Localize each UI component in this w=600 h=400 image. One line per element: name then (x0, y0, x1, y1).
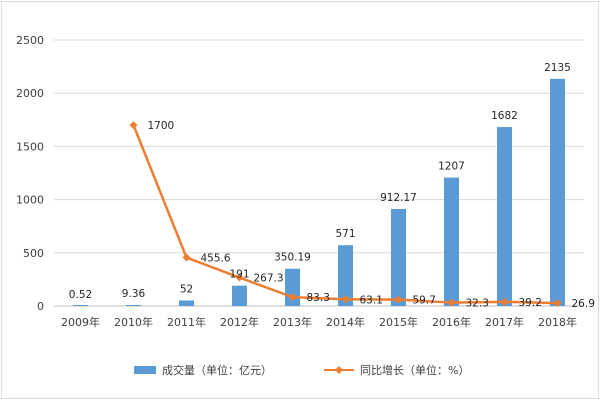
x-axis-ticks: 2009年 2010年 2011年 2012年 2013年 2014年 2015年 2016年… (61, 315, 577, 329)
line-point (235, 273, 244, 282)
legend-bar-label: 成交量（单位：亿元） (162, 363, 272, 377)
line-point (553, 299, 562, 308)
x-tick-label: 2014年 (326, 315, 365, 329)
x-tick-label: 2009年 (61, 315, 100, 329)
x-tick-label: 2016年 (432, 315, 471, 329)
bar-value-label: 9.36 (122, 288, 146, 300)
line-point (129, 121, 138, 130)
line-value-label: 32.3 (466, 298, 489, 310)
legend-line-label: 同比增长（单位：%） (360, 363, 469, 377)
x-tick-label: 2017年 (485, 315, 524, 329)
bar-value-label: 1682 (491, 110, 518, 122)
x-tick-label: 2011年 (167, 315, 206, 329)
x-tick-label: 2010年 (114, 315, 153, 329)
bar-value-label: 2135 (544, 62, 571, 74)
x-tick-label: 2015年 (379, 315, 418, 329)
line-value-label: 83.3 (307, 292, 330, 304)
line-point (447, 298, 456, 307)
bar-value-label: 912.17 (380, 192, 417, 204)
line-value-label: 26.9 (572, 298, 595, 310)
bar-value-label: 1207 (438, 161, 465, 173)
bar-value-label: 52 (180, 283, 193, 295)
bar (550, 78, 565, 306)
line-point (288, 293, 297, 302)
y-tick-label: 2000 (16, 87, 44, 100)
bar (73, 305, 88, 306)
bar (126, 305, 141, 306)
line-value-label: 63.1 (360, 294, 383, 306)
legend: 成交量（单位：亿元） 同比增长（单位：%） (134, 363, 469, 377)
bar-value-label: 350.19 (274, 252, 311, 264)
line-value-label: 267.3 (254, 273, 284, 285)
bar (232, 285, 247, 306)
line-point (500, 297, 509, 306)
bar (444, 177, 459, 306)
bar (391, 208, 406, 306)
x-tick-label: 2013年 (273, 315, 312, 329)
y-tick-label: 0 (37, 300, 44, 313)
y-tick-label: 1500 (16, 140, 44, 153)
line-value-label: 59.7 (413, 295, 436, 307)
line-value-label: 1700 (148, 120, 175, 132)
x-tick-label: 2012年 (220, 315, 259, 329)
data-labels: 0.52 9.36 52 191 350.19 571 912.17 1207 1682 2135… (69, 62, 595, 310)
y-tick-label: 500 (23, 247, 44, 260)
y-axis-ticks: 0 500 1000 1500 2000 2500 (16, 34, 44, 313)
bar-value-label: 0.52 (69, 289, 92, 301)
x-tick-label: 2018年 (538, 315, 577, 329)
line-value-label: 39.2 (519, 297, 542, 309)
bar-value-label: 191 (229, 269, 249, 281)
line-point (182, 253, 191, 262)
legend-bar-swatch (134, 366, 156, 374)
line-point (394, 295, 403, 304)
y-tick-label: 1000 (16, 194, 44, 207)
bar (497, 127, 512, 306)
line-point (341, 295, 350, 304)
line-value-label: 455.6 (201, 253, 231, 265)
bar (179, 300, 194, 306)
bar (338, 245, 353, 306)
y-tick-label: 2500 (16, 34, 44, 47)
legend-line-marker (335, 366, 343, 374)
bar-value-label: 571 (335, 228, 355, 240)
line-series (129, 121, 562, 308)
